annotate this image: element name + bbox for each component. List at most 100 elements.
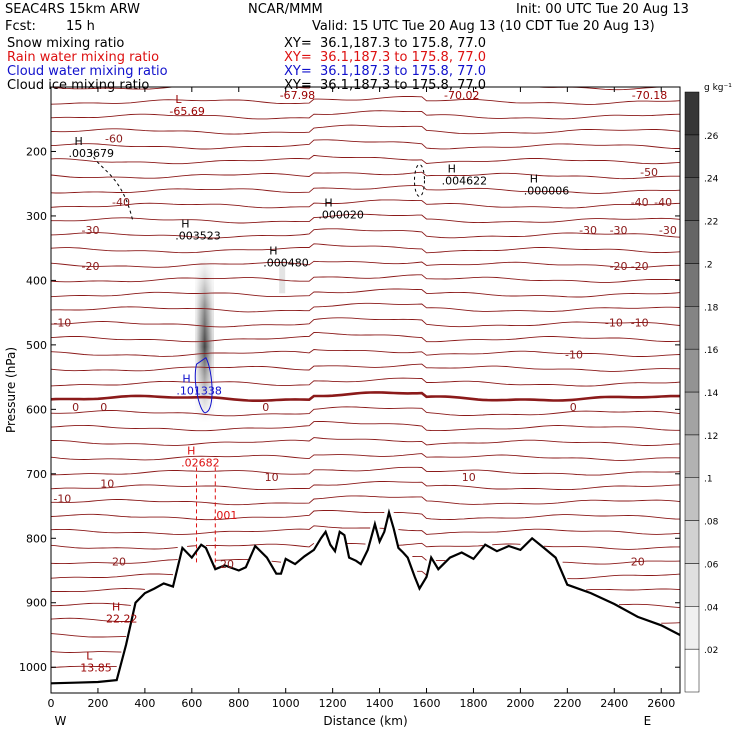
extremum-kind: L (286, 77, 293, 90)
isotherm-line (51, 154, 680, 165)
y-axis-label: Pressure (hPa) (4, 347, 18, 433)
isotherm-line (51, 228, 680, 239)
field-name-snow: Snow mixing ratio (7, 36, 125, 51)
colorbar-cell (684, 91, 700, 136)
x-tick-label: 1800 (459, 697, 487, 710)
valid-time: Valid: 15 UTC Tue 20 Aug 13 (10 CDT Tue … (312, 19, 655, 34)
colorbar-tick-label: .22 (704, 218, 718, 228)
isotherm-line (51, 651, 122, 653)
cloudice-contour (90, 151, 134, 223)
extremum-value: .000480 (263, 257, 309, 270)
isotherm-line (51, 349, 680, 357)
isotherm-line (51, 510, 680, 521)
colorbar-tick-label: .2 (704, 260, 713, 270)
extremum-value: .004622 (442, 175, 488, 188)
fcst-value: 15 h (66, 19, 95, 34)
isotherm-line (51, 260, 680, 269)
extremum-kind: L (86, 649, 93, 662)
extremum-kind: L (638, 77, 645, 90)
rain-contour (196, 467, 216, 568)
isotherm-line (51, 110, 680, 120)
isotherm-label: -60 (105, 133, 123, 146)
isotherm-line (51, 555, 680, 565)
init-time: Init: 00 UTC Tue 20 Aug 13 (516, 2, 689, 17)
isotherm-line (51, 542, 680, 550)
terrain-line (51, 508, 680, 685)
isotherm-line (51, 617, 680, 624)
x-tick-label: 2400 (600, 697, 628, 710)
isotherm-label: -40 (631, 196, 649, 209)
end-label: E (644, 714, 652, 728)
end-label: W (54, 714, 66, 728)
y-tick-label: 600 (26, 403, 47, 416)
colorbar-cell (684, 648, 700, 693)
colorbar-tick-label: .16 (704, 346, 719, 356)
isotherm-zero (51, 391, 680, 402)
extremum-kind: H (324, 196, 332, 209)
x-tick-label: 200 (87, 697, 108, 710)
extremum-kind: H (182, 372, 190, 385)
x-tick-label: 1600 (413, 697, 441, 710)
extremum-value: .000006 (524, 184, 570, 197)
isotherm-line (51, 288, 680, 298)
colorbar-tick-label: .04 (704, 603, 719, 613)
colorbar-cell (684, 134, 700, 178)
colorbar-tick-label: .26 (704, 132, 719, 142)
colorbar-cell (684, 606, 700, 650)
x-tick-label: 1200 (319, 697, 347, 710)
field-name-cloudwater: Cloud water mixing ratio (7, 64, 168, 79)
isotherm-line (51, 274, 680, 283)
y-tick-label: 700 (26, 468, 47, 481)
field-xy-snow: XY= 36.1,187.3 to 175.8, 77.0 (284, 36, 487, 51)
y-tick-label: 300 (26, 210, 47, 223)
isotherm-label: -10 (53, 492, 71, 505)
colorbar-tick-label: .18 (704, 303, 719, 313)
isotherm-label: 10 (462, 471, 476, 484)
isotherm-line (51, 437, 680, 446)
x-tick-label: 2600 (647, 697, 675, 710)
y-tick-label: 400 (26, 274, 47, 287)
field-xy-cloudwater: XY= 36.1,187.3 to 175.8, 77.0 (284, 64, 487, 79)
colorbar-tick-label: .12 (704, 432, 718, 442)
colorbar-tick-label: .24 (704, 175, 719, 185)
isotherm-label: -10 (53, 316, 71, 329)
isotherm-label: 10 (100, 477, 114, 490)
isotherm-line (51, 466, 680, 476)
extremum-value: 22.22 (106, 612, 138, 625)
isotherm-line (51, 363, 680, 372)
org-label: NCAR/MMM (248, 2, 323, 17)
x-tick-label: 1400 (366, 697, 394, 710)
isotherm-line (51, 185, 680, 194)
colorbar-cell (684, 220, 700, 264)
field-xy-cloudice: XY= 36.1,187.3 to 175.8, 77.0 (284, 78, 487, 93)
x-tick-label: 2000 (506, 697, 534, 710)
extremum-value: -65.69 (169, 105, 204, 118)
isotherm-label: -20 (610, 260, 628, 273)
extremum-kind: H (112, 600, 120, 613)
isotherm-label: -30 (659, 224, 677, 237)
extremum-value: 13.85 (80, 661, 112, 674)
x-tick-label: 2200 (553, 697, 581, 710)
isotherm-line (51, 332, 680, 343)
colorbar-cell (684, 177, 700, 221)
isotherm-label: 20 (220, 558, 234, 571)
field-xy-rain: XY= 36.1,187.3 to 175.8, 77.0 (284, 50, 487, 65)
extremum-value: .02682 (181, 456, 220, 469)
extremum-kind: H (181, 218, 189, 231)
colorbar-cell (684, 477, 700, 521)
isotherm-line (51, 421, 680, 432)
isotherm-line (51, 406, 680, 417)
isotherm-label: -10 (605, 316, 623, 329)
isotherm-label: -50 (640, 166, 658, 179)
extremum-value: .003523 (175, 230, 221, 243)
isotherm-line (51, 124, 680, 135)
isotherm-label: 10 (265, 471, 279, 484)
extremum-value: -70.02 (444, 89, 479, 102)
y-tick-label: 1000 (19, 661, 47, 674)
contour-value-label: .001 (213, 509, 238, 522)
extremum-kind: H (74, 135, 82, 148)
extremum-kind: L (450, 77, 457, 90)
extremum-value: .000020 (318, 208, 364, 221)
colorbar-tick-label: .02 (704, 646, 718, 656)
cloudice-contour (413, 163, 425, 197)
